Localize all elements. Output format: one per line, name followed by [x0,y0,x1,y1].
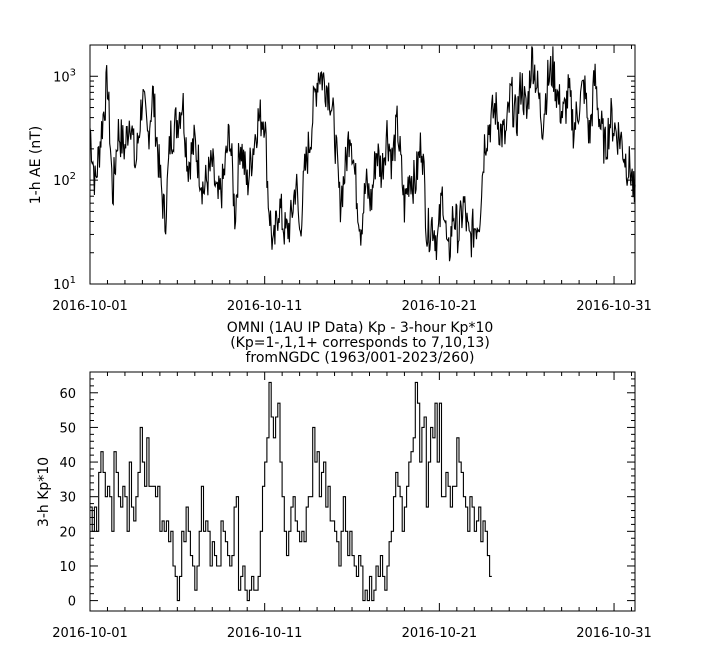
ae-y-ticks: 101 102 103 [53,44,635,293]
ae-x-tick-label: 2016-10-21 [402,299,478,314]
kp-x-tick-label: 2016-10-31 [576,626,652,641]
kp-x-tick-label: 2016-10-01 [52,626,128,641]
kp-y-axis-label: 3-h Kp*10 [36,457,52,527]
kp-y-tick-label: 0 [68,595,76,610]
kp-x-tick-label: 2016-10-11 [227,626,303,641]
kp-y-tick-label: 20 [59,525,76,540]
ae-y-axis-label: 1-h AE (nT) [28,126,44,205]
kp-x-ticks: 2016-10-01 2016-10-11 2016-10-21 2016-10-31 [52,372,652,641]
kp-title-block: OMNI (1AU IP Data) Kp - 3-hour Kp*10 (Kp… [227,320,494,366]
ae-y-tick-label: 102 [53,171,76,189]
kp-plot-frame [89,371,636,612]
ae-x-tick-label: 2016-10-11 [227,299,303,314]
kp-y-tick-label: 60 [59,387,76,402]
kp-title-line-2: (Kp=1-,1,1+ corresponds to 7,10,13) [230,335,490,351]
ae-y-tick-label: 101 [53,275,76,293]
kp-title-line-1: OMNI (1AU IP Data) Kp - 3-hour Kp*10 [227,320,494,336]
kp-y-tick-label: 30 [59,491,76,506]
kp-x-tick-label: 2016-10-21 [402,626,478,641]
ae-y-tick-label: 103 [53,67,76,85]
ae-plot-frame [89,44,636,285]
kp-y-ticks: 0 10 20 30 40 50 60 [59,378,635,610]
ae-panel: 101 102 103 2016-10-01 2016-10-11 2016-10-21… [28,44,652,314]
kp-series-line [90,381,492,602]
ae-x-tick-label: 2016-10-01 [52,299,128,314]
ae-x-tick-label: 2016-10-31 [576,299,652,314]
ae-series-line [89,46,636,262]
kp-y-tick-label: 50 [59,421,76,436]
kp-y-tick-label: 40 [59,456,76,471]
kp-y-tick-label: 10 [59,560,76,575]
kp-title-line-3: fromNGDC (1963/001-2023/260) [245,350,474,366]
ae-x-ticks: 2016-10-01 2016-10-11 2016-10-21 2016-10-31 [52,45,652,314]
